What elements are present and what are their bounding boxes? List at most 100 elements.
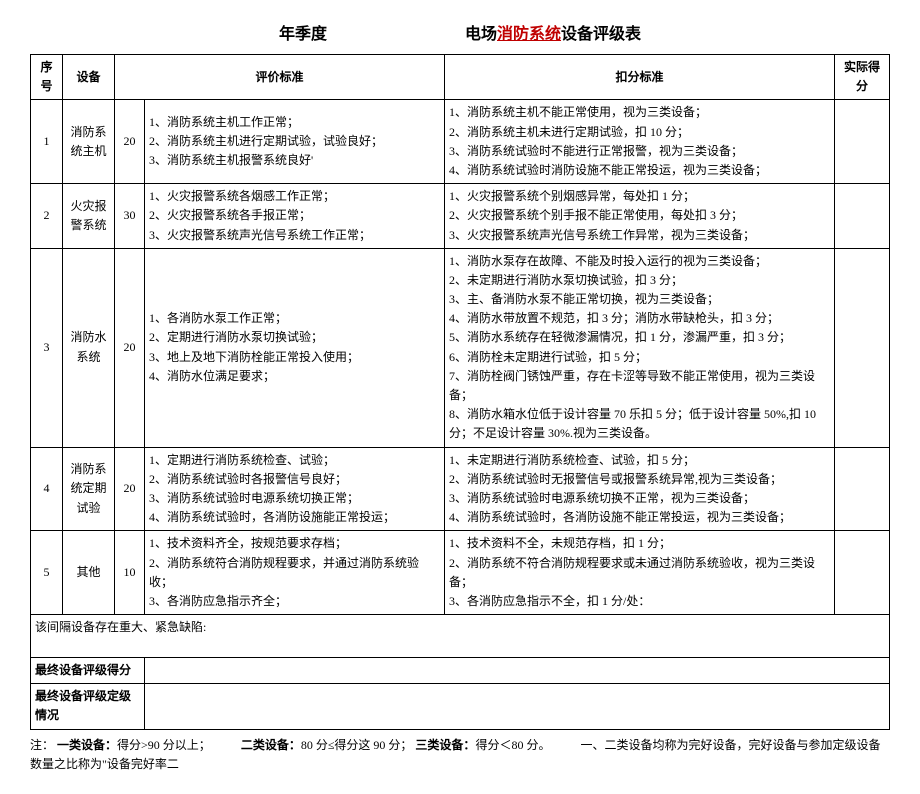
table-body: 1消防系统主机201、消防系统主机工作正常；2、消防系统主机进行定期试验，试验良…: [31, 100, 890, 729]
cell-criteria: 1、定期进行消防系统检查、试验；2、消防系统试验时各报警信号良好；3、消防系统试…: [145, 447, 445, 531]
footnote: 注： 一类设备：得分>90 分以上； 二类设备：80 分≤得分这 90 分； 三…: [30, 736, 890, 774]
criteria-line: 1、技术资料齐全，按规范要求存档；: [149, 534, 440, 553]
deduct-line: 1、火灾报警系统个别烟感异常，每处扣 1 分；: [449, 187, 830, 206]
deduct-line: 1、技术资料不全，未规范存档，扣 1 分；: [449, 534, 830, 553]
deduct-line: 2、消防系统主机未进行定期试验，扣 10 分；: [449, 123, 830, 142]
deduct-line: 1、未定期进行消防系统检查、试验，扣 5 分；: [449, 451, 830, 470]
deduct-line: 8、消防水箱水位低于设计容量 70 乐扣 5 分；低于设计容量 50%,扣 10…: [449, 405, 830, 443]
deduct-line: 6、消防栓未定期进行试验，扣 5 分；: [449, 348, 830, 367]
deduct-line: 2、消防系统不符合消防规程要求或未通过消防系统验收，视为三类设备；: [449, 554, 830, 592]
deduct-line: 3、消防系统试验时不能进行正常报警，视为三类设备；: [449, 142, 830, 161]
table-row: 4消防系统定期试验201、定期进行消防系统检查、试验；2、消防系统试验时各报警信…: [31, 447, 890, 531]
cell-seq: 2: [31, 184, 63, 249]
note-c3-label: 三类设备：: [415, 738, 475, 752]
table-row: 2火灾报警系统301、火灾报警系统各烟感工作正常；2、火灾报警系统各手报正常；3…: [31, 184, 890, 249]
criteria-line: 1、定期进行消防系统检查、试验；: [149, 451, 440, 470]
deduct-line: 3、各消防应急指示不全，扣 1 分/处：: [449, 592, 830, 611]
cell-criteria: 1、技术资料齐全，按规范要求存档；2、消防系统符合消防规程要求，并通过消防系统验…: [145, 531, 445, 615]
criteria-line: 3、各消防应急指示齐全；: [149, 592, 440, 611]
criteria-line: 2、定期进行消防水泵切换试验；: [149, 328, 440, 347]
criteria-line: 2、消防系统符合消防规程要求，并通过消防系统验收；: [149, 554, 440, 592]
cell-criteria: 1、各消防水泵工作正常；2、定期进行消防水泵切换试验；3、地上及地下消防栓能正常…: [145, 248, 445, 447]
note-c3-text: 得分＜80 分。: [475, 738, 550, 752]
deduct-line: 5、消防水系统存在轻微渗漏情况，扣 1 分，渗漏严重，扣 3 分；: [449, 328, 830, 347]
title-red: 消防系统: [497, 26, 561, 43]
final-score-row: 最终设备评级得分: [31, 658, 890, 684]
deduct-line: 2、火灾报警系统个别手报不能正常使用，每处扣 3 分；: [449, 206, 830, 225]
cell-device: 消防系统定期试验: [63, 447, 115, 531]
cell-seq: 3: [31, 248, 63, 447]
note-c2-label: 二类设备：: [241, 738, 301, 752]
criteria-line: 4、消防系统试验时，各消防设施能正常投运；: [149, 508, 440, 527]
cell-device: 其他: [63, 531, 115, 615]
cell-device: 消防系统主机: [63, 100, 115, 184]
criteria-line: 3、火灾报警系统声光信号系统工作正常；: [149, 226, 440, 245]
title-right-suffix: 设备评级表: [561, 26, 641, 43]
criteria-line: 1、各消防水泵工作正常；: [149, 309, 440, 328]
cell-actual: [835, 531, 890, 615]
cell-deduct: 1、消防水泵存在故障、不能及时投入运行的视为三类设备；2、未定期进行消防水泵切换…: [445, 248, 835, 447]
criteria-line: 1、消防系统主机工作正常；: [149, 113, 440, 132]
deduct-line: 3、火灾报警系统声光信号系统工作异常，视为三类设备；: [449, 226, 830, 245]
final-grade-row: 最终设备评级定级情况: [31, 684, 890, 729]
cell-weight: 20: [115, 100, 145, 184]
rating-table: 序号 设备 评价标准 扣分标准 实际得分 1消防系统主机201、消防系统主机工作…: [30, 54, 890, 730]
th-seq: 序号: [31, 55, 63, 100]
cell-deduct: 1、技术资料不全，未规范存档，扣 1 分；2、消防系统不符合消防规程要求或未通过…: [445, 531, 835, 615]
cell-criteria: 1、消防系统主机工作正常；2、消防系统主机进行定期试验，试验良好；3、消防系统主…: [145, 100, 445, 184]
deduct-line: 4、消防系统试验时，各消防设施不能正常投运，视为三类设备；: [449, 508, 830, 527]
cell-actual: [835, 248, 890, 447]
cell-device: 火灾报警系统: [63, 184, 115, 249]
cell-seq: 4: [31, 447, 63, 531]
final-score-label: 最终设备评级得分: [31, 658, 145, 684]
deduct-line: 4、消防系统试验时消防设施不能正常投运，视为三类设备；: [449, 161, 830, 180]
final-grade-label: 最终设备评级定级情况: [31, 684, 145, 729]
criteria-line: 4、消防水位满足要求；: [149, 367, 440, 386]
cell-actual: [835, 184, 890, 249]
cell-deduct: 1、消防系统主机不能正常使用，视为三类设备；2、消防系统主机未进行定期试验，扣 …: [445, 100, 835, 184]
criteria-line: 2、消防系统主机进行定期试验，试验良好；: [149, 132, 440, 151]
title-left: 年季度: [279, 26, 327, 43]
cell-device: 消防水系统: [63, 248, 115, 447]
criteria-line: 1、火灾报警系统各烟感工作正常；: [149, 187, 440, 206]
cell-criteria: 1、火灾报警系统各烟感工作正常；2、火灾报警系统各手报正常；3、火灾报警系统声光…: [145, 184, 445, 249]
deduct-line: 1、消防系统主机不能正常使用，视为三类设备；: [449, 103, 830, 122]
note-c1-label: 一类设备：: [57, 738, 117, 752]
deduct-line: 3、消防系统试验时电源系统切换不正常，视为三类设备；: [449, 489, 830, 508]
defect-row: 该间隔设备存在重大、紧急缺陷:: [31, 615, 890, 658]
cell-weight: 10: [115, 531, 145, 615]
cell-seq: 1: [31, 100, 63, 184]
cell-actual: [835, 100, 890, 184]
title-right-prefix: 电场: [465, 26, 497, 43]
table-row: 5其他101、技术资料齐全，按规范要求存档；2、消防系统符合消防规程要求，并通过…: [31, 531, 890, 615]
cell-deduct: 1、未定期进行消防系统检查、试验，扣 5 分；2、消防系统试验时无报警信号或报警…: [445, 447, 835, 531]
defect-cell: 该间隔设备存在重大、紧急缺陷:: [31, 615, 890, 658]
note-c2-text: 80 分≤得分这 90 分；: [301, 738, 413, 752]
note-c1-text: 得分>90 分以上；: [117, 738, 211, 752]
th-criteria: 评价标准: [115, 55, 445, 100]
table-row: 3消防水系统201、各消防水泵工作正常；2、定期进行消防水泵切换试验；3、地上及…: [31, 248, 890, 447]
cell-deduct: 1、火灾报警系统个别烟感异常，每处扣 1 分；2、火灾报警系统个别手报不能正常使…: [445, 184, 835, 249]
final-grade-value: [145, 684, 890, 729]
deduct-line: 3、主、备消防水泵不能正常切换，视为三类设备；: [449, 290, 830, 309]
final-score-value: [145, 658, 890, 684]
table-row: 1消防系统主机201、消防系统主机工作正常；2、消防系统主机进行定期试验，试验良…: [31, 100, 890, 184]
table-header-row: 序号 设备 评价标准 扣分标准 实际得分: [31, 55, 890, 100]
note-prefix: 注：: [30, 738, 54, 752]
deduct-line: 2、消防系统试验时无报警信号或报警系统异常,视为三类设备；: [449, 470, 830, 489]
criteria-line: 3、消防系统主机报警系统良好': [149, 151, 440, 170]
deduct-line: 1、消防水泵存在故障、不能及时投入运行的视为三类设备；: [449, 252, 830, 271]
deduct-line: 4、消防水带放置不规范，扣 3 分；消防水带缺枪头，扣 3 分；: [449, 309, 830, 328]
cell-weight: 20: [115, 248, 145, 447]
deduct-line: 7、消防栓阀门锈蚀严重，存在卡涩等导致不能正常使用，视为三类设备；: [449, 367, 830, 405]
cell-weight: 30: [115, 184, 145, 249]
th-actual: 实际得分: [835, 55, 890, 100]
criteria-line: 2、火灾报警系统各手报正常；: [149, 206, 440, 225]
criteria-line: 3、消防系统试验时电源系统切换正常；: [149, 489, 440, 508]
page-title: 年季度 电场消防系统设备评级表: [30, 20, 890, 44]
th-device: 设备: [63, 55, 115, 100]
criteria-line: 2、消防系统试验时各报警信号良好；: [149, 470, 440, 489]
th-deduct: 扣分标准: [445, 55, 835, 100]
cell-seq: 5: [31, 531, 63, 615]
cell-actual: [835, 447, 890, 531]
